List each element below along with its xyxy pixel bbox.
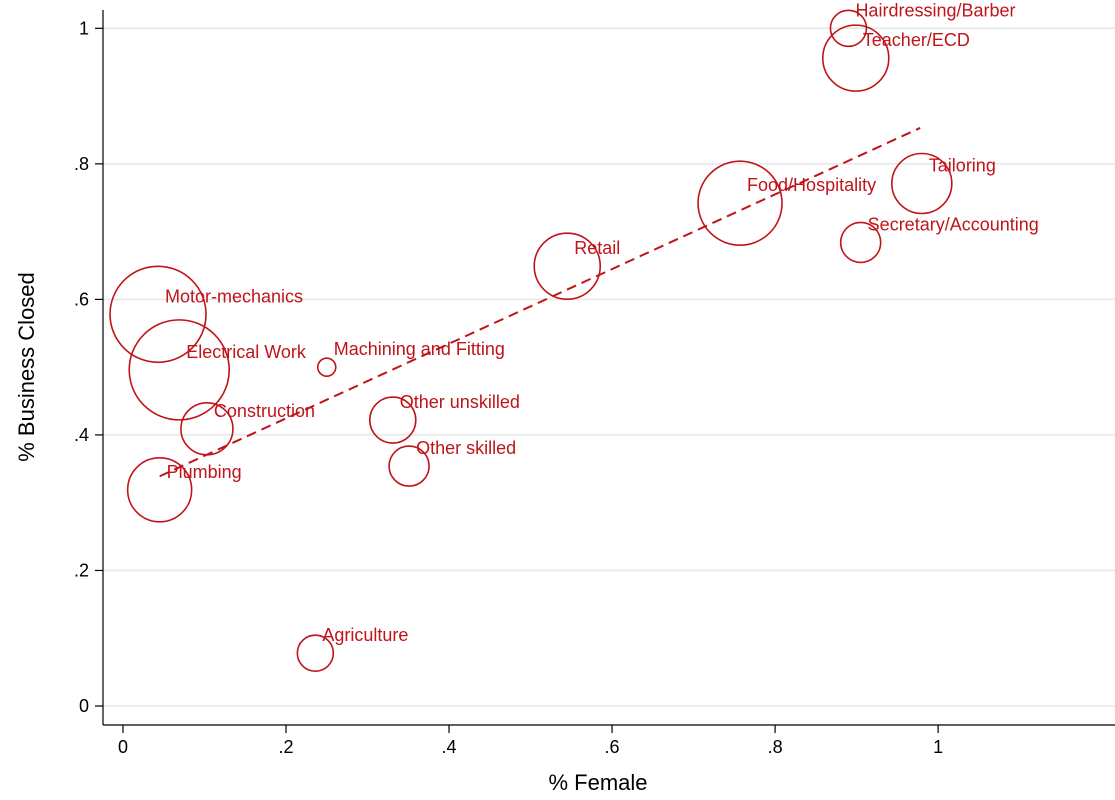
y-tick-label: 0: [79, 696, 89, 716]
point-label: Plumbing: [167, 462, 242, 482]
y-axis-title: % Business Closed: [14, 272, 39, 462]
point-label: Tailoring: [929, 155, 996, 175]
x-tick-label: .6: [605, 737, 620, 757]
bubble: [829, 9, 868, 48]
point-label: Construction: [214, 401, 315, 421]
bubble: [180, 402, 234, 456]
bubble: [109, 265, 207, 364]
x-tick-label: .2: [278, 737, 293, 757]
bubble: [128, 319, 231, 421]
bubble: [839, 221, 882, 264]
point-label: Retail: [574, 238, 620, 258]
bubble: [388, 445, 430, 487]
y-tick-label: .4: [74, 425, 89, 445]
x-tick-label: 1: [933, 737, 943, 757]
bubble: [126, 457, 193, 523]
x-tick-label: 0: [118, 737, 128, 757]
point-label: Other skilled: [416, 438, 516, 458]
bubble: [891, 152, 953, 215]
point-label: Teacher/ECD: [863, 30, 970, 50]
point-label: Agriculture: [322, 625, 408, 645]
bubble: [316, 357, 337, 377]
bubble: [368, 396, 417, 444]
y-tick-label: .6: [74, 289, 89, 309]
point-label: Electrical Work: [186, 342, 307, 362]
x-tick-label: .4: [442, 737, 457, 757]
bubble: [296, 634, 335, 672]
point-label: Motor-mechanics: [165, 286, 303, 306]
bubble: [821, 24, 890, 92]
bubble: [697, 160, 783, 246]
y-tick-label: .8: [74, 154, 89, 174]
y-tick-label: 1: [79, 18, 89, 38]
x-axis-title: % Female: [548, 770, 647, 795]
point-label: Hairdressing/Barber: [855, 0, 1015, 20]
point-label: Secretary/Accounting: [868, 214, 1039, 234]
bubble: [533, 232, 602, 300]
y-tick-label: .2: [74, 560, 89, 580]
point-label: Machining and Fitting: [334, 339, 505, 359]
fit-line: [159, 127, 921, 478]
point-label: Other unskilled: [400, 392, 520, 412]
point-label: Food/Hospitality: [747, 175, 876, 195]
x-tick-label: .8: [768, 737, 783, 757]
